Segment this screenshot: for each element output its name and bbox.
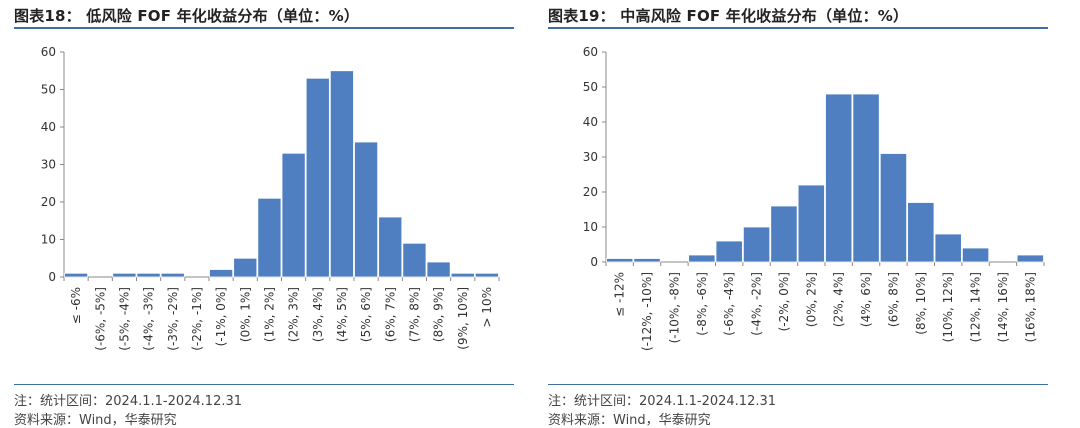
y-tick-label: 40	[41, 120, 56, 134]
histogram-bar	[136, 272, 161, 278]
right-figure-panel: 图表19： 中高风险 FOF 年化收益分布（单位：%） 0 10 20 30 40 50 6…	[548, 0, 1048, 428]
left-footer-rule	[14, 384, 514, 385]
x-tick-label: (-4%, -2%]	[750, 272, 764, 336]
histogram-bar	[329, 70, 354, 278]
x-tick-label: (-8%, -6%]	[695, 272, 709, 336]
histogram-bar	[852, 93, 880, 263]
x-tick-label: (0%, 2%]	[804, 272, 818, 327]
x-tick-label: (12%, 14%]	[969, 272, 983, 342]
x-tick-label: (-12%, -10%]	[640, 272, 654, 351]
y-tick-label: 30	[583, 150, 598, 164]
x-tick-label: (8%, 10%]	[914, 272, 928, 335]
histogram-bar	[233, 257, 258, 278]
x-tick-label: (9%, 10%]	[456, 287, 470, 350]
histogram-bar	[209, 269, 234, 278]
left-histogram-chart: 0 10 20 30 40 50 60 ≤ -6% (-6%, -5%] (-5%, -4%] (-…	[41, 45, 500, 351]
x-tick-label: (4%, 5%]	[335, 287, 349, 342]
histogram-bar	[257, 197, 282, 278]
histogram-bar	[742, 226, 771, 263]
histogram-bar	[378, 216, 403, 278]
histogram-bar	[770, 205, 798, 263]
y-tick-label: 60	[583, 45, 598, 59]
x-tick-label: (6%, 7%]	[383, 287, 397, 342]
right-title-rule	[548, 27, 1048, 29]
y-tick-label: 10	[41, 233, 56, 247]
left-figure-title: 图表18： 低风险 FOF 年化收益分布（单位：%）	[14, 7, 360, 25]
x-tick-label: (7%, 8%]	[407, 287, 421, 342]
x-tick-label: (16%, 18%]	[1023, 272, 1037, 342]
y-tick-label: 30	[41, 158, 56, 172]
x-tick-label: (5%, 6%]	[359, 287, 373, 342]
x-tick-label: (-6%, -5%]	[93, 287, 107, 351]
histogram-bar	[825, 93, 853, 263]
histogram-bar	[1016, 254, 1044, 263]
x-tick-label: (4%, 6%]	[859, 272, 873, 327]
x-tick-label: (0%, 1%]	[238, 287, 252, 342]
x-tick-label: (2%, 4%]	[832, 272, 846, 327]
y-tick-label: 40	[583, 115, 598, 129]
x-tick-label: (1%, 2%]	[262, 287, 276, 342]
x-tick-label: (-2%, -1%]	[190, 287, 204, 351]
histogram-bar	[688, 254, 716, 263]
histogram-bar	[907, 202, 935, 263]
histogram-bar	[160, 272, 185, 278]
histogram-bar	[112, 272, 137, 278]
histogram-bar	[633, 258, 661, 263]
y-tick-label: 0	[48, 270, 56, 284]
x-tick-label: ≤ -6%	[69, 287, 83, 324]
x-tick-label: > 10%	[480, 287, 494, 328]
right-period-note: 注：统计区间：2024.1.1-2024.12.31	[548, 394, 777, 409]
histogram-bar	[64, 272, 89, 278]
histogram-bar	[402, 242, 427, 278]
left-period-note: 注：统计区间：2024.1.1-2024.12.31	[14, 394, 243, 409]
histogram-bar	[450, 272, 475, 278]
y-tick-label: 0	[590, 255, 598, 269]
right-figure-title: 图表19： 中高风险 FOF 年化收益分布（单位：%）	[548, 7, 909, 25]
x-tick-label: (6%, 8%]	[886, 272, 900, 327]
histogram-bar	[879, 153, 908, 263]
right-source-note: 资料来源：Wind，华泰研究	[548, 413, 711, 428]
right-footer-rule	[548, 384, 1048, 385]
y-tick-label: 50	[583, 80, 598, 94]
x-tick-label: (-5%, -4%]	[117, 287, 131, 351]
x-tick-label: (-1%, 0%]	[214, 287, 228, 346]
histogram-bar	[281, 152, 306, 278]
histogram-bar	[961, 247, 990, 263]
histogram-bar	[934, 233, 962, 263]
left-figure-panel: 图表18： 低风险 FOF 年化收益分布（单位：%） 0 10 20 30 40 50 60…	[14, 0, 514, 428]
x-tick-label: (10%, 12%]	[941, 272, 955, 342]
x-tick-label: (-2%, 0%]	[777, 272, 791, 331]
left-source-note: 资料来源：Wind，华泰研究	[14, 413, 177, 428]
x-tick-label: (3%, 4%]	[311, 287, 325, 342]
y-tick-label: 20	[583, 185, 598, 199]
right-histogram-chart: 0 10 20 30 40 50 60 ≤ -12% (-12%, -10%] (-10%, -8…	[583, 45, 1045, 351]
histogram-bar	[474, 272, 499, 278]
left-title-rule	[14, 27, 514, 29]
x-tick-label: ≤ -12%	[613, 272, 627, 317]
histogram-bar	[354, 141, 379, 278]
x-tick-label: (-10%, -8%]	[667, 272, 681, 343]
x-tick-label: (-4%, -3%]	[142, 287, 156, 351]
histogram-bar	[797, 184, 825, 263]
x-tick-label: (14%, 16%]	[996, 272, 1010, 342]
histogram-bar	[606, 258, 634, 263]
histogram-bar	[305, 77, 330, 278]
y-tick-label: 20	[41, 195, 56, 209]
x-tick-label: (8%, 9%]	[432, 287, 446, 342]
x-tick-label: (-3%, -2%]	[166, 287, 180, 351]
histogram-bar	[426, 261, 451, 278]
y-tick-label: 50	[41, 83, 56, 97]
x-tick-label: (2%, 3%]	[287, 287, 301, 342]
histogram-bar	[715, 240, 743, 263]
y-tick-label: 10	[583, 220, 598, 234]
x-tick-label: (-6%, -4%]	[722, 272, 736, 336]
y-tick-label: 60	[41, 45, 56, 59]
